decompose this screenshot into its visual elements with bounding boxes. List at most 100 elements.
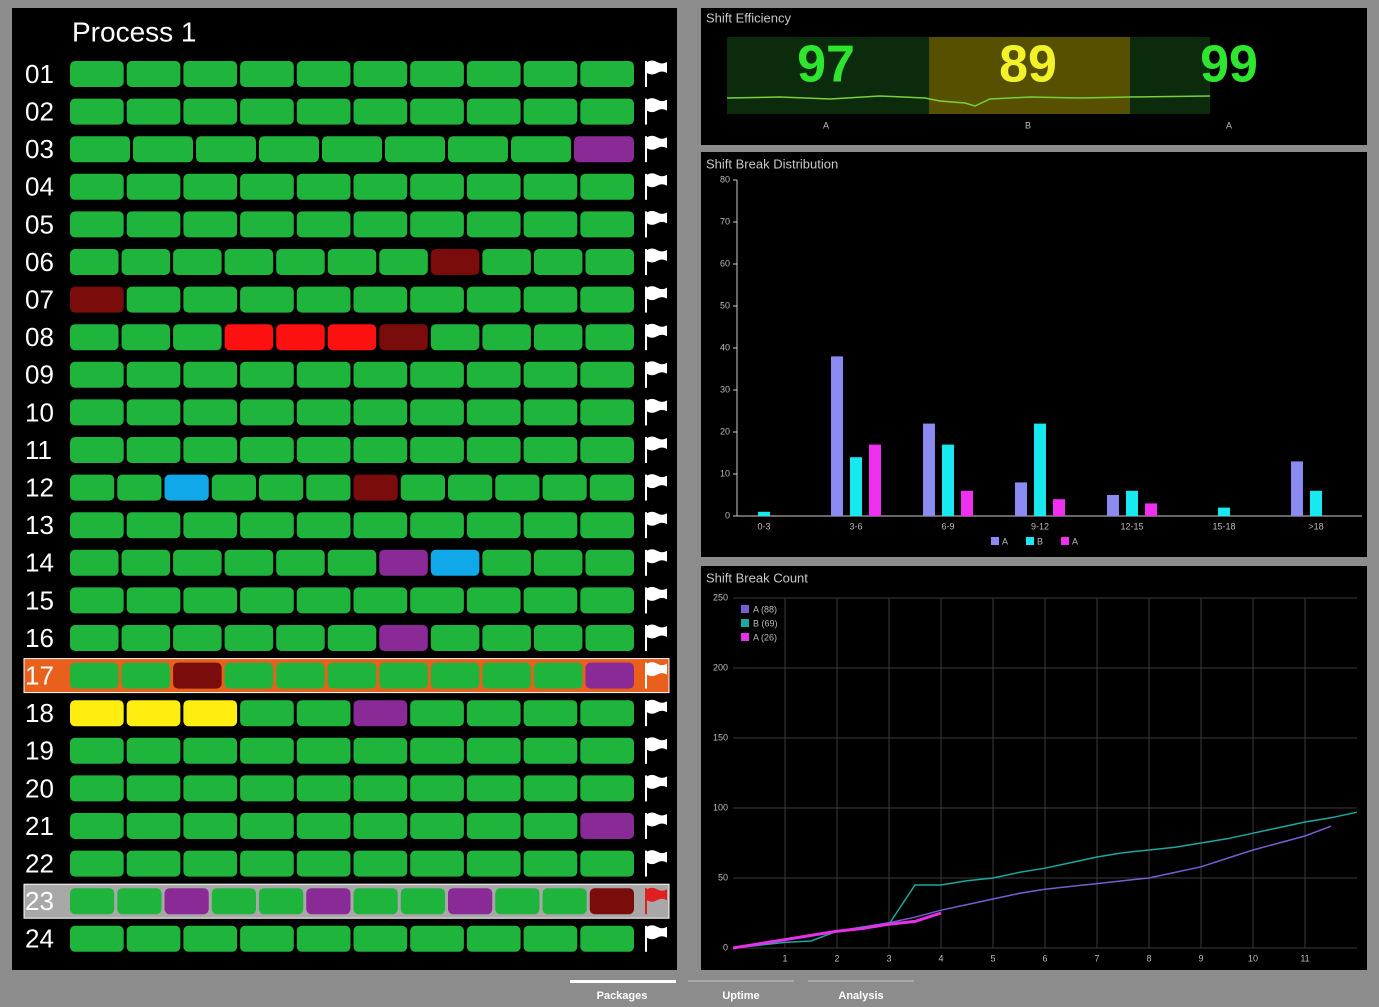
row-label: 02	[25, 96, 54, 126]
y-tick-label: 40	[720, 342, 730, 352]
bar	[1034, 423, 1046, 516]
legend-label: B (69)	[753, 618, 778, 628]
segment	[173, 324, 222, 351]
segment	[410, 587, 464, 614]
segment	[126, 61, 181, 87]
segment	[276, 249, 325, 275]
y-tick-label: 200	[713, 662, 728, 672]
segment	[585, 324, 634, 351]
flag	[647, 398, 667, 413]
segment	[126, 399, 181, 426]
segment	[126, 211, 181, 238]
segment	[533, 625, 583, 651]
flag-pole	[645, 850, 647, 877]
segment	[276, 549, 325, 576]
flag-pole	[645, 549, 647, 576]
segment	[224, 662, 274, 689]
segment	[173, 625, 222, 651]
legend-swatch	[741, 605, 749, 613]
segment	[353, 925, 408, 952]
segment	[523, 587, 578, 614]
segment	[126, 587, 181, 614]
segment	[240, 173, 294, 200]
segment	[523, 211, 578, 238]
row-label: 21	[25, 811, 54, 841]
row-label: 09	[25, 360, 54, 390]
flag-pole	[645, 625, 647, 651]
x-tick-label: 7	[1094, 953, 1099, 963]
legend-label: A	[1072, 536, 1078, 546]
segment	[542, 474, 587, 501]
segment	[580, 61, 634, 87]
segment	[410, 61, 464, 87]
row-label: 05	[25, 209, 54, 239]
segment	[533, 324, 583, 351]
segment	[430, 249, 480, 275]
tab[interactable]: Analysis	[838, 990, 883, 1002]
segment	[70, 286, 124, 313]
segment	[482, 662, 531, 689]
segment	[70, 662, 119, 689]
segment	[466, 211, 521, 238]
flag-pole	[645, 286, 647, 313]
segment	[296, 399, 351, 426]
flag-pole	[645, 324, 647, 351]
segment	[400, 474, 445, 501]
segment	[164, 474, 209, 501]
row-label: 01	[25, 59, 54, 89]
flag	[647, 474, 667, 489]
segment	[296, 850, 351, 877]
legend-label: A (88)	[753, 604, 777, 614]
tab[interactable]: Uptime	[722, 990, 759, 1002]
segment	[126, 737, 181, 764]
segment	[296, 813, 351, 839]
x-tick-label: 8	[1146, 953, 1151, 963]
segment	[523, 850, 578, 877]
segment	[448, 888, 493, 915]
segment	[353, 737, 408, 764]
segment	[276, 625, 325, 651]
y-tick-label: 0	[723, 942, 728, 952]
segment	[523, 98, 578, 125]
segment	[379, 324, 428, 351]
segment	[164, 888, 209, 915]
segment	[117, 474, 162, 501]
segment	[466, 173, 521, 200]
flag-pole	[645, 474, 647, 501]
row-label: 17	[25, 660, 54, 690]
segment	[523, 737, 578, 764]
segment	[196, 136, 256, 163]
y-tick-label: 100	[713, 802, 728, 812]
flag-pole	[645, 361, 647, 388]
shift-label: B	[1025, 120, 1031, 130]
segment	[296, 925, 351, 952]
x-tick-label: 11	[1300, 953, 1309, 963]
bar	[758, 511, 770, 516]
segment	[183, 925, 238, 952]
segment	[580, 737, 634, 764]
segment	[240, 925, 294, 952]
y-tick-label: 50	[718, 872, 728, 882]
segment	[495, 888, 540, 915]
series-line	[732, 911, 942, 950]
x-tick-label: 9-12	[1031, 521, 1049, 531]
segment	[70, 98, 124, 125]
segment	[296, 361, 351, 388]
tab[interactable]: Packages	[597, 990, 648, 1002]
flag	[647, 286, 667, 301]
segment	[430, 324, 480, 351]
y-tick-label: 50	[720, 300, 730, 310]
segment	[70, 474, 115, 501]
process-title: Process 1	[72, 16, 197, 47]
x-tick-label: 0-3	[757, 521, 770, 531]
segment	[580, 173, 634, 200]
flag-pole	[645, 173, 647, 200]
segment	[240, 813, 294, 839]
segment	[410, 286, 464, 313]
flag	[647, 436, 667, 451]
x-tick-label: 2	[834, 953, 839, 963]
segment	[466, 61, 521, 87]
segment	[296, 737, 351, 764]
segment	[276, 662, 325, 689]
y-tick-label: 20	[720, 426, 730, 436]
